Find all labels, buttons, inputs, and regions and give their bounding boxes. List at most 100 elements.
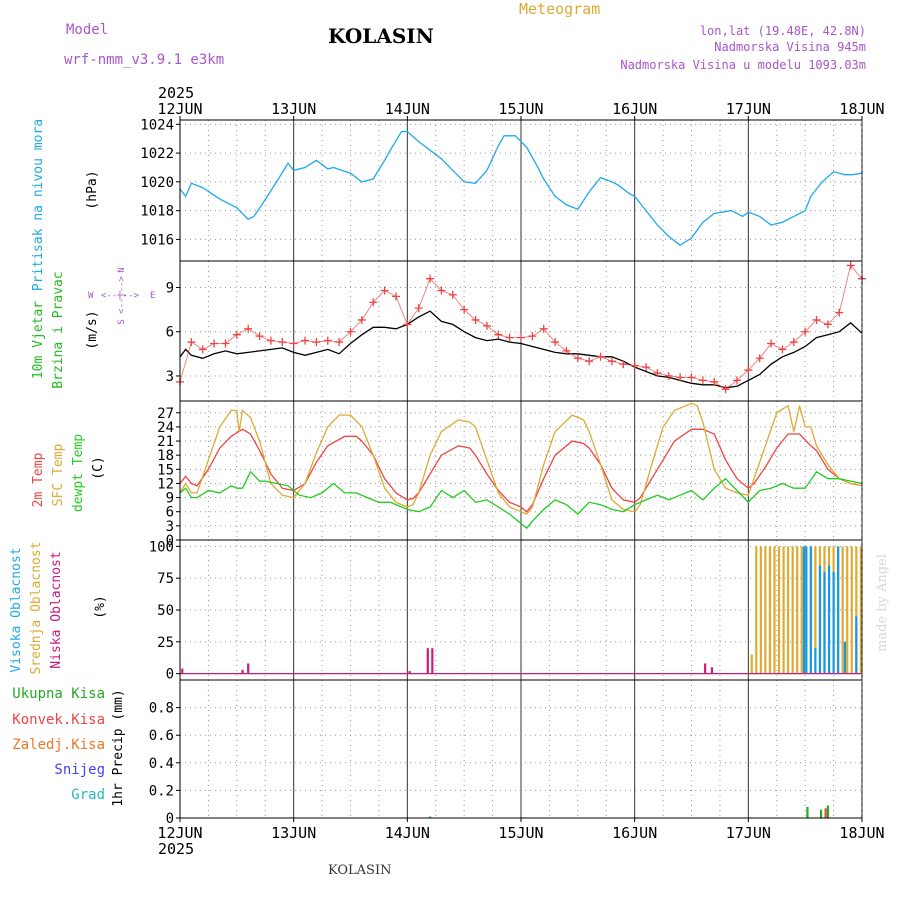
gust-marker (335, 338, 344, 347)
gust-marker (698, 376, 707, 385)
y-tick-label: 3 (166, 519, 174, 535)
gust-marker (312, 338, 321, 347)
gust-marker (278, 338, 287, 347)
station-title: KOLASIN (328, 24, 434, 48)
gust-marker (482, 321, 491, 330)
gust-marker (289, 339, 298, 348)
y-tick-label: 0 (166, 811, 174, 827)
compass-w: W (88, 291, 94, 301)
compass-e: E (150, 291, 155, 301)
gust-marker (244, 324, 253, 333)
y-tick-label: 0.4 (149, 756, 174, 772)
gust-marker (653, 369, 662, 377)
x-tick-label-top: 16JUN (612, 100, 657, 118)
y-tick-label: 1016 (140, 232, 174, 248)
panel-backgrounds (180, 120, 862, 819)
gust-marker (778, 345, 787, 354)
wind-label-1: 10m Vjetar (31, 301, 46, 379)
altitude-text: Nadmorska Visina 945m (714, 40, 866, 54)
gust-marker (210, 339, 219, 348)
gust-marker (357, 315, 366, 324)
gust-marker (630, 361, 639, 370)
gust-marker (573, 354, 582, 363)
lonlat-text: lon,lat (19.48E, 42.8N) (700, 24, 866, 38)
gust-marker (823, 320, 832, 329)
model-altitude-text: Nadmorska Visina u modelu 1093.03m (620, 58, 866, 72)
legend-convective-rain: Konvek.Kisa (12, 712, 105, 728)
gust-marker (437, 286, 446, 295)
axes-layer: 1016101810201022102436903691215182124270… (140, 100, 884, 842)
x-tick-label-bottom: 16JUN (612, 824, 657, 842)
y-tick-label: 75 (157, 571, 174, 587)
footer-station: KOLASIN (328, 863, 391, 878)
x-tick-label-top: 13JUN (271, 100, 316, 118)
gust-marker (551, 338, 560, 347)
cloud-unit: (%) (93, 595, 108, 618)
gust-marker (676, 373, 685, 382)
legend-hail: Grad (71, 787, 105, 803)
wind-unit: (m/s) (85, 310, 100, 349)
gust-marker (346, 327, 355, 336)
compass-arrows-v: <--|--> (117, 275, 127, 314)
gust-marker (528, 332, 537, 341)
temp-unit: (C) (91, 456, 106, 479)
y-tick-label: 0 (166, 667, 174, 683)
year-top: 2025 (158, 84, 194, 102)
gust-marker (414, 304, 423, 313)
x-tick-label-top: 15JUN (498, 100, 543, 118)
gust-marker (744, 366, 753, 375)
y-tick-label: 0 (166, 533, 174, 549)
y-tick-label: 9 (166, 281, 174, 297)
pressure-label: Pritisak na nivou mora (31, 119, 46, 291)
pressure-unit: (hPa) (85, 170, 100, 209)
series-line-mslp (179, 130, 863, 246)
temp-label-1: 2m Temp (31, 452, 46, 507)
legend-snow: Snijeg (54, 762, 105, 778)
gust-marker (471, 315, 480, 324)
x-tick-label-bottom: 12JUN (157, 824, 202, 842)
model-label: Model (66, 22, 108, 38)
gust-marker (732, 376, 741, 385)
y-tick-label: 6 (166, 325, 174, 341)
y-tick-label: 24 (157, 420, 174, 436)
y-tick-label: 50 (157, 603, 174, 619)
y-tick-label: 27 (157, 406, 174, 422)
gust-marker (710, 377, 719, 386)
gust-marker (619, 360, 628, 369)
y-tick-label: 0.2 (149, 783, 174, 799)
y-tick-label: 15 (157, 462, 174, 478)
y-tick-label: 1022 (140, 146, 174, 162)
gust-marker (562, 346, 571, 355)
gust-marker (198, 345, 207, 354)
legend-freezing-rain: Zaledj.Kisa (12, 737, 105, 753)
gust-marker (232, 330, 241, 339)
series-line-sfc-temp (179, 402, 863, 515)
gust-marker (380, 286, 389, 295)
cloud-label-2: Srednja Oblacnost (29, 541, 44, 674)
gust-marker (789, 338, 798, 347)
gust-marker (517, 333, 525, 342)
gust-marker (767, 339, 776, 348)
x-tick-label-top: 14JUN (385, 100, 430, 118)
y-tick-label: 21 (157, 434, 174, 450)
gust-marker (266, 336, 275, 345)
gust-marker (448, 290, 457, 299)
year-bottom: 2025 (158, 840, 194, 858)
compass-arrows-h: <--|--> (101, 291, 140, 301)
gust-marker (494, 330, 503, 339)
temp-label-2: SFC Temp (51, 444, 66, 507)
gust-marker (221, 339, 230, 348)
y-tick-label: 9 (166, 491, 174, 507)
precip-label: 1hr Precip (mm) (111, 689, 126, 806)
gust-marker (664, 371, 673, 380)
gust-marker (391, 292, 400, 301)
gust-marker (426, 274, 435, 283)
gust-marker (812, 315, 821, 324)
gust-marker (187, 338, 196, 347)
gust-marker (301, 336, 310, 345)
x-tick-label-bottom: 17JUN (726, 824, 771, 842)
gust-marker (585, 357, 594, 366)
y-tick-label: 25 (157, 635, 174, 651)
gust-marker (505, 333, 514, 342)
